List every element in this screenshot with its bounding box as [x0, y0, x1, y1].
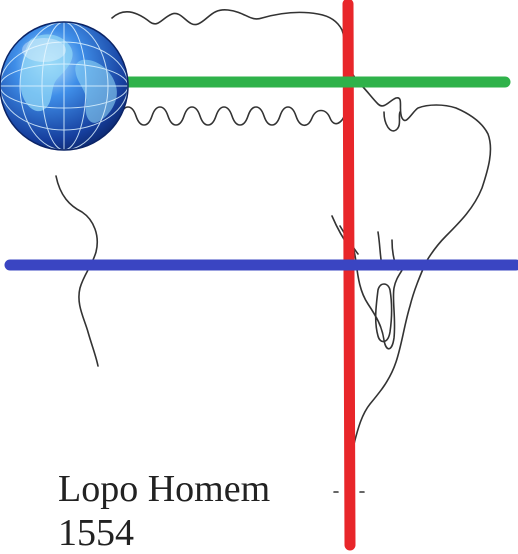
coastline-bay: [383, 111, 401, 132]
coastline-north: [111, 9, 492, 263]
meridian-line: [342, 0, 356, 551]
cartographer-caption: Lopo Homem: [58, 468, 271, 510]
coastline-east-south: [349, 261, 427, 497]
year-caption: 1554: [58, 512, 134, 554]
coastline-west: [55, 175, 99, 367]
globe-icon: [0, 21, 129, 151]
coastline-wavy-inlet: [119, 106, 347, 127]
river-channel: [374, 283, 393, 343]
